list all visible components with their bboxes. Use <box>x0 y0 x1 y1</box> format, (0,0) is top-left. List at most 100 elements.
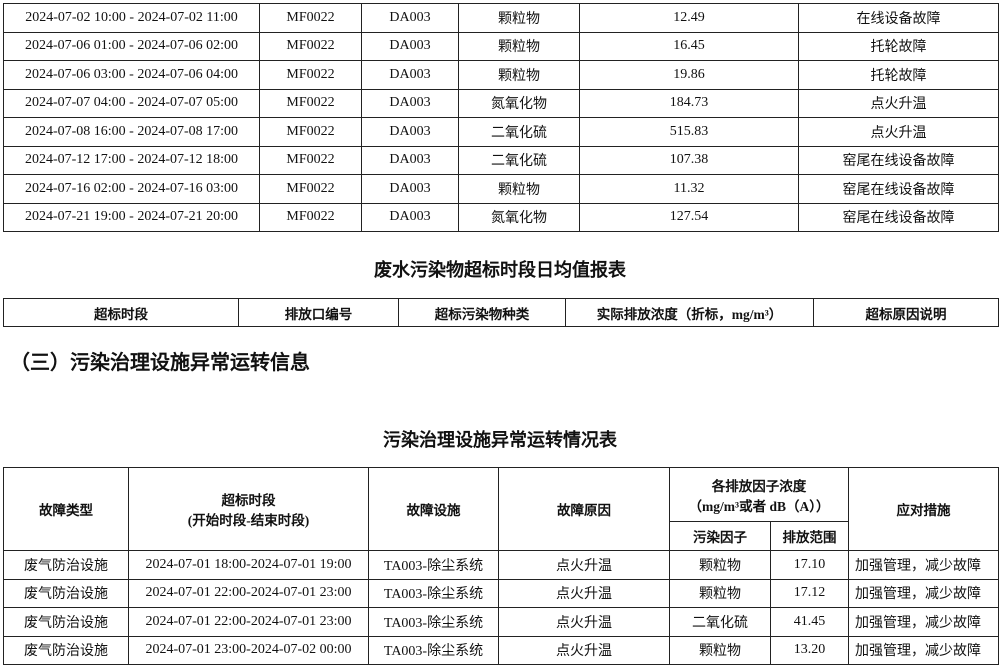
cell-period: 2024-07-01 22:00-2024-07-01 23:00 <box>128 607 369 637</box>
cell-pollutant: 颗粒物 <box>458 60 580 90</box>
table-row: 2024-07-16 02:00 - 2024-07-16 03:00 MF002… <box>3 174 999 204</box>
cell-code: MF0022 <box>259 88 362 118</box>
cell-reason: 托轮故障 <box>798 31 999 61</box>
cell-reason: 在线设备故障 <box>798 3 999 33</box>
wastewater-table-title: 废水污染物超标时段日均值报表 <box>374 260 626 280</box>
cell-code: MF0022 <box>259 31 362 61</box>
cell-range: 17.12 <box>770 578 849 608</box>
cell-concentration: 127.54 <box>579 202 799 232</box>
cell-concentration: 184.73 <box>579 88 799 118</box>
table-row: 废气防治设施 2024-07-01 18:00-2024-07-01 19:00 T… <box>3 550 999 580</box>
cell-outlet: DA003 <box>361 145 459 175</box>
header-outlet: 排放口编号 <box>238 298 399 327</box>
table-row: 废气防治设施 2024-07-01 22:00-2024-07-01 23:00 T… <box>3 607 999 637</box>
cell-outlet: DA003 <box>361 202 459 232</box>
cell-period: 2024-07-08 16:00 - 2024-07-08 17:00 <box>3 117 260 147</box>
cell-pollutant: 二氧化硫 <box>458 145 580 175</box>
cell-outlet: DA003 <box>361 88 459 118</box>
header-reason: 故障原因 <box>498 467 670 551</box>
section-heading: （三）污染治理设施异常运转信息 <box>10 352 310 374</box>
cell-code: MF0022 <box>259 174 362 204</box>
cell-concentration: 107.38 <box>579 145 799 175</box>
cell-outlet: DA003 <box>361 117 459 147</box>
table-row: 2024-07-07 04:00 - 2024-07-07 05:00 MF002… <box>3 88 999 118</box>
cell-code: MF0022 <box>259 60 362 90</box>
cell-period: 2024-07-01 22:00-2024-07-01 23:00 <box>128 578 369 608</box>
cell-code: MF0022 <box>259 202 362 232</box>
cell-facility: TA003-除尘系统 <box>368 550 499 580</box>
cell-pollutant: 颗粒物 <box>458 174 580 204</box>
cell-factor: 颗粒物 <box>669 635 771 665</box>
cell-pollutant: 二氧化硫 <box>458 117 580 147</box>
cell-concentration: 12.49 <box>579 3 799 33</box>
cell-fault-type: 废气防治设施 <box>3 635 129 665</box>
header-period: 超标时段 (开始时段-结束时段) <box>128 467 369 551</box>
header-pollutant: 超标污染物种类 <box>398 298 566 327</box>
cell-period: 2024-07-01 18:00-2024-07-01 19:00 <box>128 550 369 580</box>
cell-code: MF0022 <box>259 3 362 33</box>
table-row: 废气防治设施 2024-07-01 23:00-2024-07-02 00:00 T… <box>3 635 999 665</box>
header-period: 超标时段 <box>3 298 239 327</box>
cell-reason: 点火升温 <box>498 635 670 665</box>
abnormal-operation-table: 故障类型 超标时段 (开始时段-结束时段) 故障设施 故障原因 各排放因子浓度 （m… <box>3 467 999 665</box>
cell-concentration: 11.32 <box>579 174 799 204</box>
table-row: 2024-07-12 17:00 - 2024-07-12 18:00 MF002… <box>3 145 999 175</box>
abnormal-table-title: 污染治理设施异常运转情况表 <box>383 430 617 450</box>
cell-range: 41.45 <box>770 607 849 637</box>
cell-fault-type: 废气防治设施 <box>3 550 129 580</box>
cell-pollutant: 氮氧化物 <box>458 202 580 232</box>
cell-period: 2024-07-02 10:00 - 2024-07-02 11:00 <box>3 3 260 33</box>
header-fault-type: 故障类型 <box>3 467 129 551</box>
header-factor: 污染因子 <box>669 521 771 551</box>
cell-reason: 点火升温 <box>498 578 670 608</box>
cell-reason: 点火升温 <box>498 550 670 580</box>
cell-measure: 加强管理，减少故障 <box>848 635 999 665</box>
header-range: 排放范围 <box>770 521 849 551</box>
cell-fault-type: 废气防治设施 <box>3 607 129 637</box>
cell-measure: 加强管理，减少故障 <box>848 607 999 637</box>
cell-outlet: DA003 <box>361 60 459 90</box>
cell-period: 2024-07-16 02:00 - 2024-07-16 03:00 <box>3 174 260 204</box>
cell-outlet: DA003 <box>361 3 459 33</box>
table-row: 2024-07-06 01:00 - 2024-07-06 02:00 MF002… <box>3 31 999 61</box>
cell-period: 2024-07-07 04:00 - 2024-07-07 05:00 <box>3 88 260 118</box>
header-conc-unit: （mg/m³或者 dB（A）） <box>688 498 830 514</box>
cell-reason: 点火升温 <box>798 88 999 118</box>
table-row: 2024-07-06 03:00 - 2024-07-06 04:00 MF002… <box>3 60 999 90</box>
cell-pollutant: 颗粒物 <box>458 31 580 61</box>
cell-factor: 颗粒物 <box>669 578 771 608</box>
cell-reason: 窑尾在线设备故障 <box>798 202 999 232</box>
header-concentration: 各排放因子浓度 （mg/m³或者 dB（A）） <box>669 467 849 522</box>
cell-facility: TA003-除尘系统 <box>368 635 499 665</box>
cell-concentration: 19.86 <box>579 60 799 90</box>
cell-period: 2024-07-06 01:00 - 2024-07-06 02:00 <box>3 31 260 61</box>
cell-period: 2024-07-12 17:00 - 2024-07-12 18:00 <box>3 145 260 175</box>
cell-measure: 加强管理，减少故障 <box>848 550 999 580</box>
table-row: 2024-07-02 10:00 - 2024-07-02 11:00 MF002… <box>3 3 999 33</box>
header-reason: 超标原因说明 <box>813 298 999 327</box>
cell-code: MF0022 <box>259 145 362 175</box>
table-row: 废气防治设施 2024-07-01 22:00-2024-07-01 23:00 T… <box>3 578 999 608</box>
cell-period: 2024-07-21 19:00 - 2024-07-21 20:00 <box>3 202 260 232</box>
wastewater-table: 超标时段 排放口编号 超标污染物种类 实际排放浓度（折标，mg/m³） 超标原因… <box>3 298 999 327</box>
cell-period: 2024-07-06 03:00 - 2024-07-06 04:00 <box>3 60 260 90</box>
table-row: 2024-07-08 16:00 - 2024-07-08 17:00 MF002… <box>3 117 999 147</box>
header-measure: 应对措施 <box>848 467 999 551</box>
cell-code: MF0022 <box>259 117 362 147</box>
cell-pollutant: 颗粒物 <box>458 3 580 33</box>
header-facility: 故障设施 <box>368 467 499 551</box>
header-conc-label: 各排放因子浓度 <box>711 478 807 494</box>
cell-concentration: 515.83 <box>579 117 799 147</box>
cell-reason: 点火升温 <box>498 607 670 637</box>
cell-reason: 窑尾在线设备故障 <box>798 174 999 204</box>
cell-outlet: DA003 <box>361 31 459 61</box>
header-period-label: 超标时段 <box>221 493 276 508</box>
cell-reason: 点火升温 <box>798 117 999 147</box>
cell-outlet: DA003 <box>361 174 459 204</box>
cell-period: 2024-07-01 23:00-2024-07-02 00:00 <box>128 635 369 665</box>
cell-measure: 加强管理，减少故障 <box>848 578 999 608</box>
cell-range: 17.10 <box>770 550 849 580</box>
cell-pollutant: 氮氧化物 <box>458 88 580 118</box>
cell-reason: 窑尾在线设备故障 <box>798 145 999 175</box>
cell-fault-type: 废气防治设施 <box>3 578 129 608</box>
